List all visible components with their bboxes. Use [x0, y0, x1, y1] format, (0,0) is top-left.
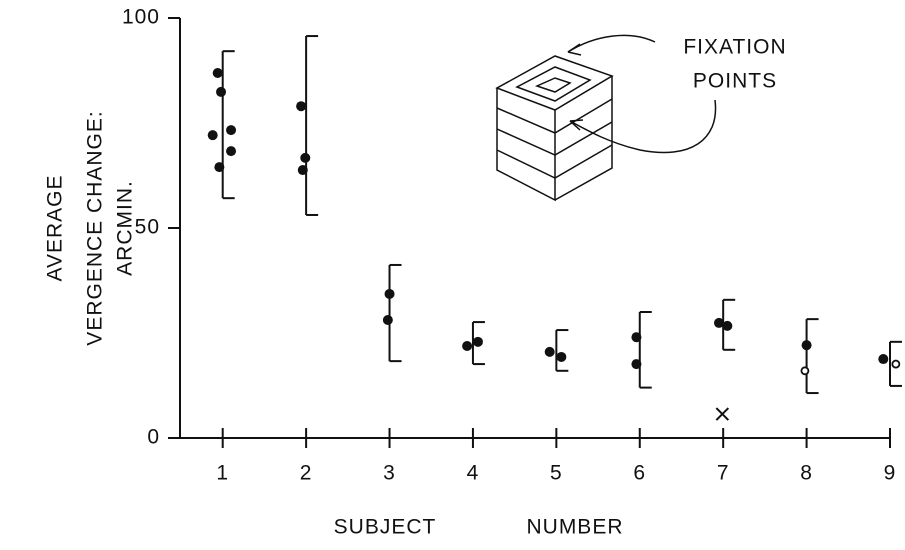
box-diagram [497, 35, 716, 200]
error-bar [556, 330, 568, 371]
point [473, 337, 483, 347]
x-tick-label: 3 [383, 462, 396, 485]
point [802, 340, 812, 350]
point [631, 359, 641, 369]
x-tick-label: 7 [717, 462, 730, 485]
error-bar [390, 265, 402, 361]
point [801, 367, 808, 374]
point [722, 321, 732, 331]
x-label: NUMBER [526, 516, 623, 539]
y-tick-label: 100 [122, 6, 160, 29]
point [878, 354, 888, 364]
point [216, 87, 226, 97]
point [214, 162, 224, 172]
point [300, 153, 310, 163]
point [298, 165, 308, 175]
error-bar [807, 319, 819, 393]
x-tick-label: 1 [216, 462, 229, 485]
error-bar [640, 312, 652, 388]
x-tick-label: 6 [633, 462, 646, 485]
point [226, 125, 236, 135]
point [213, 68, 223, 78]
y-label-line: ARCMIN. [114, 180, 137, 276]
annotation: FIXATION [683, 36, 786, 59]
x-tick-label: 5 [550, 462, 563, 485]
y-label-line: AVERAGE [44, 175, 67, 282]
chart: AVERAGE VERGENCE CHANGE: ARCMIN. SUBJECT… [0, 0, 905, 550]
error-bar [223, 51, 235, 198]
point [385, 289, 395, 299]
point [462, 341, 472, 351]
point [296, 101, 306, 111]
y-tick-label: 0 [147, 426, 160, 449]
point [226, 146, 236, 156]
x-tick-label: 8 [800, 462, 813, 485]
x-tick-label: 4 [467, 462, 480, 485]
point [383, 315, 393, 325]
point [545, 347, 555, 357]
annotation: POINTS [693, 70, 777, 93]
x-tick-label: 9 [884, 462, 897, 485]
point [556, 352, 566, 362]
point [631, 332, 641, 342]
y-label-line: VERGENCE CHANGE: [84, 110, 107, 345]
point [892, 361, 899, 368]
point [716, 408, 728, 420]
x-label: SUBJECT [334, 516, 437, 539]
x-tick-label: 2 [300, 462, 313, 485]
y-tick-label: 50 [135, 216, 160, 239]
point [208, 130, 218, 140]
error-bar [306, 36, 318, 215]
y-axis-label: AVERAGE VERGENCE CHANGE: ARCMIN. [44, 110, 137, 345]
